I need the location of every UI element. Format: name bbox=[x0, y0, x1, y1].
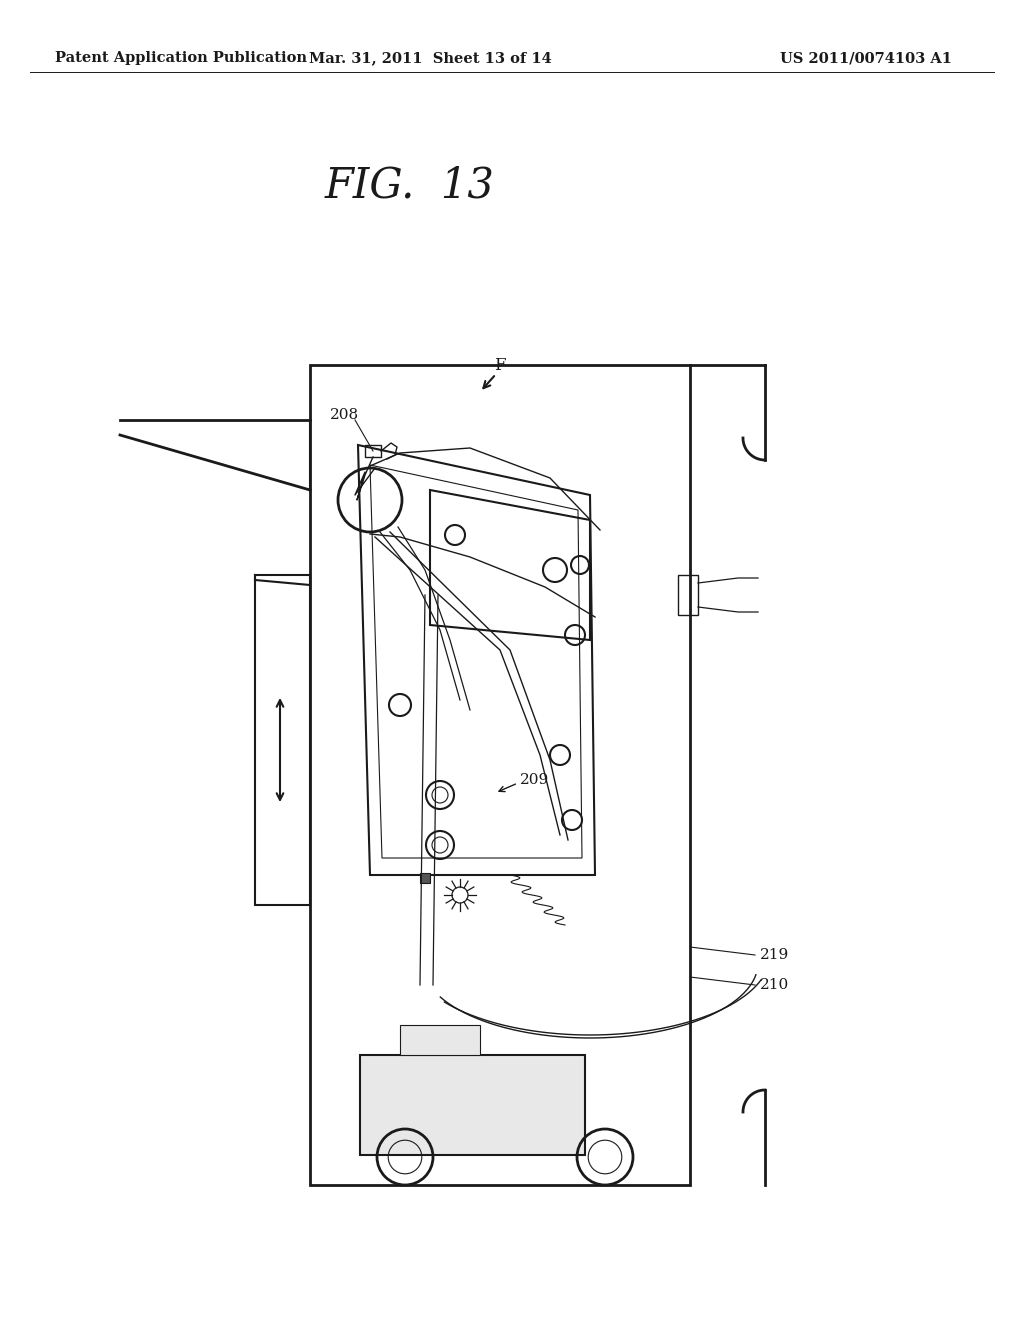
Bar bbox=[400, 1026, 480, 1055]
Text: 209: 209 bbox=[520, 774, 549, 787]
Bar bbox=[310, 366, 690, 1185]
Bar bbox=[360, 1055, 585, 1155]
Text: F: F bbox=[495, 356, 506, 374]
Text: 210: 210 bbox=[760, 978, 790, 993]
Text: Patent Application Publication: Patent Application Publication bbox=[55, 51, 307, 65]
Bar bbox=[420, 873, 430, 883]
Bar bbox=[365, 445, 381, 457]
Text: 208: 208 bbox=[330, 408, 359, 422]
Bar bbox=[255, 576, 310, 906]
Text: FIG.  13: FIG. 13 bbox=[325, 164, 495, 206]
Text: US 2011/0074103 A1: US 2011/0074103 A1 bbox=[780, 51, 952, 65]
Bar bbox=[678, 576, 698, 615]
Text: Mar. 31, 2011  Sheet 13 of 14: Mar. 31, 2011 Sheet 13 of 14 bbox=[308, 51, 551, 65]
Text: 219: 219 bbox=[760, 948, 790, 962]
